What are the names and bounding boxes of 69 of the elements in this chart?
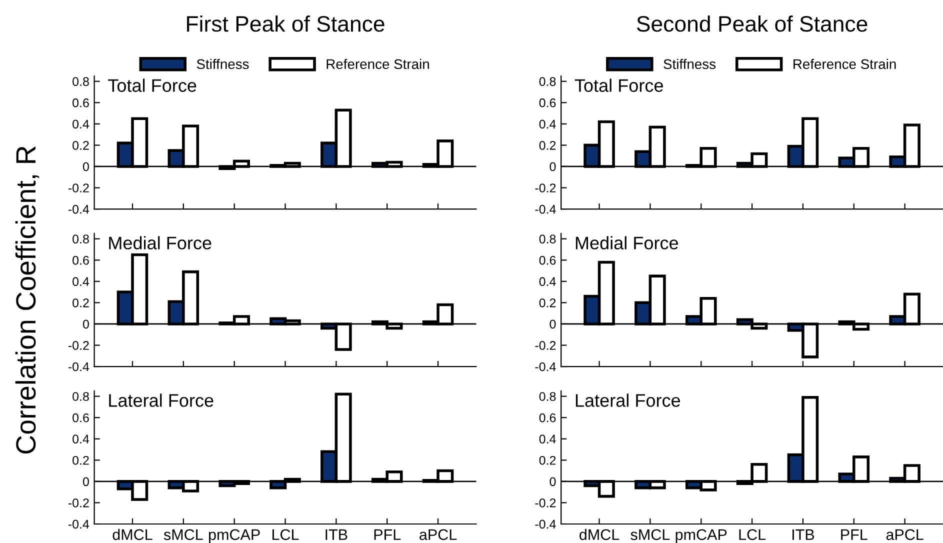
y-tick-label: -0.4 — [535, 204, 556, 214]
y-tick-label: 0.6 — [72, 256, 89, 265]
annotation: Lateral Force — [109, 394, 214, 407]
y-tick-label: -0.2 — [68, 184, 89, 192]
x-tick-label: aPCL — [886, 529, 924, 540]
y-tick-label: 0.4 — [72, 120, 90, 129]
annotation: Medial Force — [109, 236, 212, 250]
y-tick-label: 0.8 — [539, 392, 556, 401]
y-tick-label: -0.2 — [535, 498, 556, 508]
y-tick-label: 0.6 — [539, 256, 556, 265]
y-axis-title: Correlation Coefficient, R — [15, 146, 40, 454]
y-tick-label: 0.8 — [72, 392, 89, 401]
y-tick-label: 0 — [550, 477, 556, 486]
y-tick-label: 0.6 — [72, 98, 89, 108]
y-tick-label: 0 — [82, 162, 89, 172]
x-tick-label: aPCL — [420, 529, 457, 540]
y-tick-label: -0.4 — [68, 204, 90, 214]
x-tick-label: LCL — [272, 529, 299, 540]
chart-title: First Peak of Stance — [187, 15, 384, 32]
legend-label: Stiffness — [664, 58, 716, 70]
annotation: Medial Force — [576, 236, 678, 250]
y-tick-label: 0.4 — [539, 277, 556, 286]
annotation: Total Force — [108, 78, 196, 92]
x-tick-label: PFL — [374, 529, 401, 540]
x-tick-label: sMCL — [164, 529, 203, 540]
y-tick-label: 0 — [550, 320, 556, 329]
legend-label: Reference Strain — [794, 58, 896, 70]
y-tick-label: 0.4 — [72, 434, 90, 444]
y-tick-label: 0.6 — [539, 98, 556, 108]
y-tick-label: 0.2 — [539, 456, 556, 465]
y-tick-label: 0.8 — [539, 234, 556, 244]
y-tick-label: 0 — [550, 162, 556, 172]
x-tick-label: PFL — [841, 529, 868, 540]
x-tick-label: ITB — [792, 529, 814, 540]
y-tick-label: 0.8 — [72, 77, 89, 86]
y-tick-label: -0.4 — [535, 362, 556, 372]
y-tick-label: 0.2 — [72, 298, 89, 308]
legend-label: Reference Strain — [326, 58, 429, 70]
y-tick-label: 0.6 — [539, 413, 556, 422]
y-tick-label: 0.8 — [539, 77, 556, 86]
y-tick-label: 0.6 — [72, 413, 89, 422]
y-tick-label: 0.4 — [72, 277, 90, 286]
x-tick-label: pmCAP — [676, 529, 727, 543]
y-tick-label: 0.2 — [72, 141, 89, 150]
x-tick-label: LCL — [739, 529, 766, 540]
x-tick-label: pmCAP — [209, 529, 260, 543]
y-tick-label: 0.2 — [539, 298, 556, 308]
y-tick-label: -0.2 — [535, 341, 556, 350]
annotation: Lateral Force — [576, 394, 680, 407]
y-tick-label: 0.8 — [72, 234, 89, 244]
y-tick-label: -0.2 — [68, 498, 89, 508]
chart-title: Second Peak of Stance — [636, 15, 868, 32]
y-tick-label: 0.4 — [539, 120, 556, 129]
x-tick-label: sMCL — [630, 529, 670, 540]
x-tick-label: dMCL — [580, 528, 620, 540]
y-tick-label: -0.4 — [535, 520, 556, 529]
y-tick-label: 0 — [82, 320, 89, 329]
x-tick-label: ITB — [326, 529, 348, 540]
legend-label: Stiffness — [196, 58, 249, 70]
y-tick-label: -0.2 — [68, 341, 89, 350]
y-tick-label: -0.4 — [68, 520, 90, 529]
y-tick-label: 0.4 — [539, 434, 556, 444]
y-tick-label: 0.2 — [72, 456, 89, 465]
annotation: Total Force — [574, 78, 663, 92]
y-tick-label: -0.2 — [535, 184, 556, 192]
y-tick-label: -0.4 — [68, 362, 90, 372]
x-tick-label: dMCL — [112, 528, 152, 540]
y-tick-label: 0.2 — [539, 141, 556, 150]
y-tick-label: 0 — [82, 477, 89, 486]
